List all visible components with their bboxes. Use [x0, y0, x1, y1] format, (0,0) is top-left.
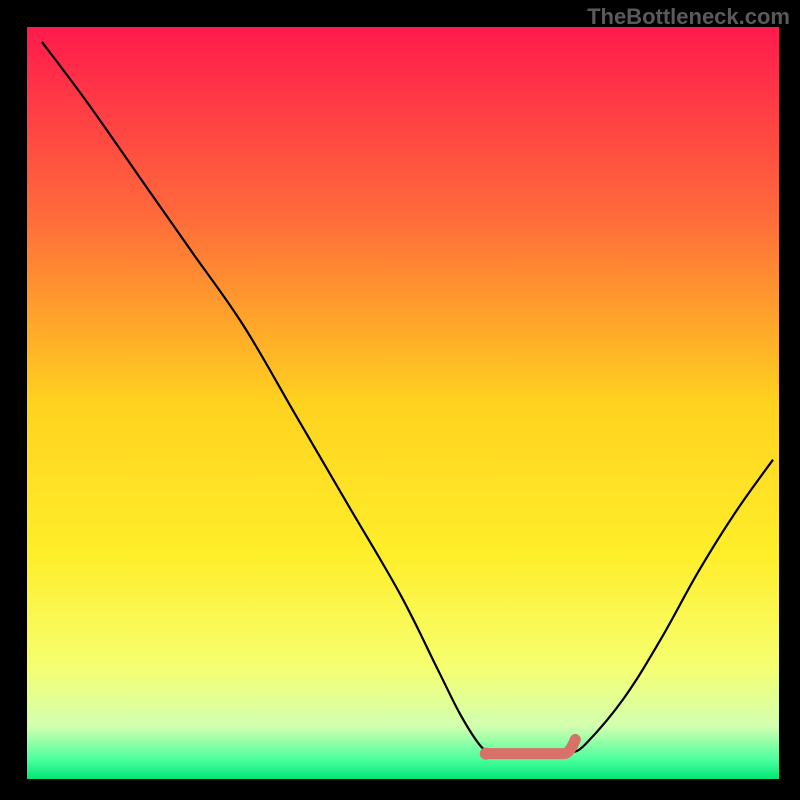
chart-frame: TheBottleneck.com — [0, 0, 800, 800]
watermark-text: TheBottleneck.com — [587, 4, 790, 30]
gradient-background — [27, 27, 779, 779]
optimal-zone-start-dot — [480, 748, 492, 760]
bottleneck-curve-chart — [27, 27, 779, 779]
plot-area — [27, 27, 779, 779]
